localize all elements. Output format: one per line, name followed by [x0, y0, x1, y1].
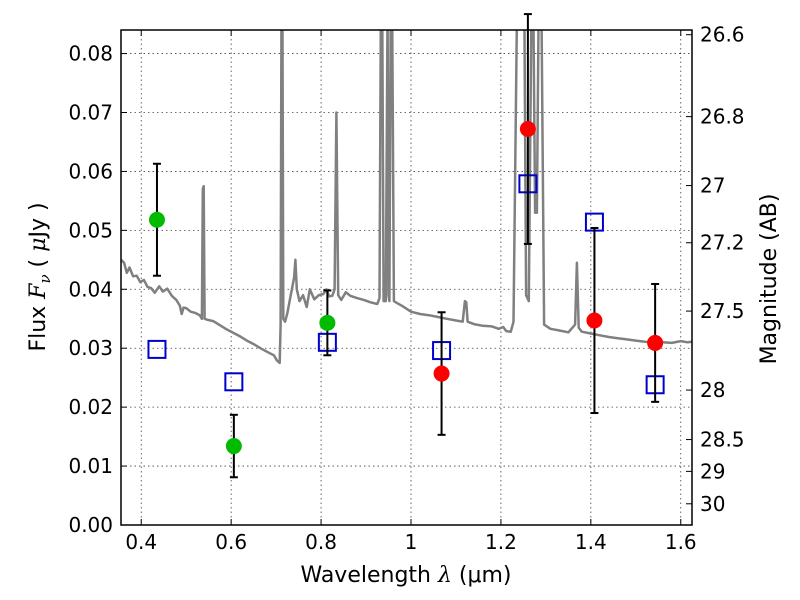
y2-tick-label: 26.6 [700, 23, 745, 47]
axis-ticks: 0.4 0.6 0.8 1 1.2 1.4 1.6 0.00 0.01 0.02 0.03 0.04 0… [68, 23, 744, 554]
error-bars [148, 13, 664, 479]
model-square-marker [224, 372, 244, 392]
y-tick-label: 0.03 [68, 336, 113, 360]
x-tick-label: 1.6 [665, 530, 697, 554]
y2-tick-label: 30 [700, 492, 725, 516]
y2-tick-label: 27.5 [700, 299, 745, 323]
y-tick-label: 0.00 [68, 513, 113, 537]
y2-tick-label: 28.5 [700, 428, 745, 452]
y-axis-label: Flux Fν ( μJy ) [26, 202, 54, 351]
plot-frame [120, 29, 693, 526]
y2-tick-label: 27.2 [700, 231, 745, 255]
x-axis-label: Wavelength λ (μm) [300, 563, 511, 588]
plot-area [121, 30, 692, 395]
observed-flux-point [319, 314, 336, 331]
model-spectrum-line [121, 30, 692, 365]
y-tick-label: 0.04 [68, 277, 113, 301]
y-tick-label: 0.07 [68, 101, 113, 125]
model-square-marker [147, 339, 167, 359]
observed-flux-point [225, 438, 242, 455]
observed-flux-point [647, 334, 664, 351]
x-tick-label: 0.6 [215, 530, 247, 554]
x-tick-label: 1 [405, 530, 418, 554]
y-tick-label: 0.06 [68, 159, 113, 183]
x-tick-label: 0.4 [125, 530, 157, 554]
y2-tick-label: 28 [700, 378, 725, 402]
y2-tick-label: 27 [700, 174, 725, 198]
observed-flux-point [433, 365, 450, 382]
y-tick-label: 0.02 [68, 395, 113, 419]
y2-tick-label: 26.8 [700, 105, 745, 129]
y-tick-label: 0.08 [68, 42, 113, 66]
y-tick-label: 0.05 [68, 218, 113, 242]
x-tick-label: 0.8 [305, 530, 337, 554]
x-tick-label: 1.4 [575, 530, 607, 554]
grid-lines [121, 30, 692, 526]
observed-flux-point [519, 121, 536, 137]
x-tick-label: 1.2 [485, 530, 517, 554]
y2-axis-label: Magnitude (AB) [757, 194, 782, 365]
y2-tick-label: 29 [700, 459, 725, 483]
observed-flux-point [148, 211, 165, 228]
observed-flux-point [586, 312, 603, 329]
y-tick-label: 0.01 [68, 454, 113, 478]
